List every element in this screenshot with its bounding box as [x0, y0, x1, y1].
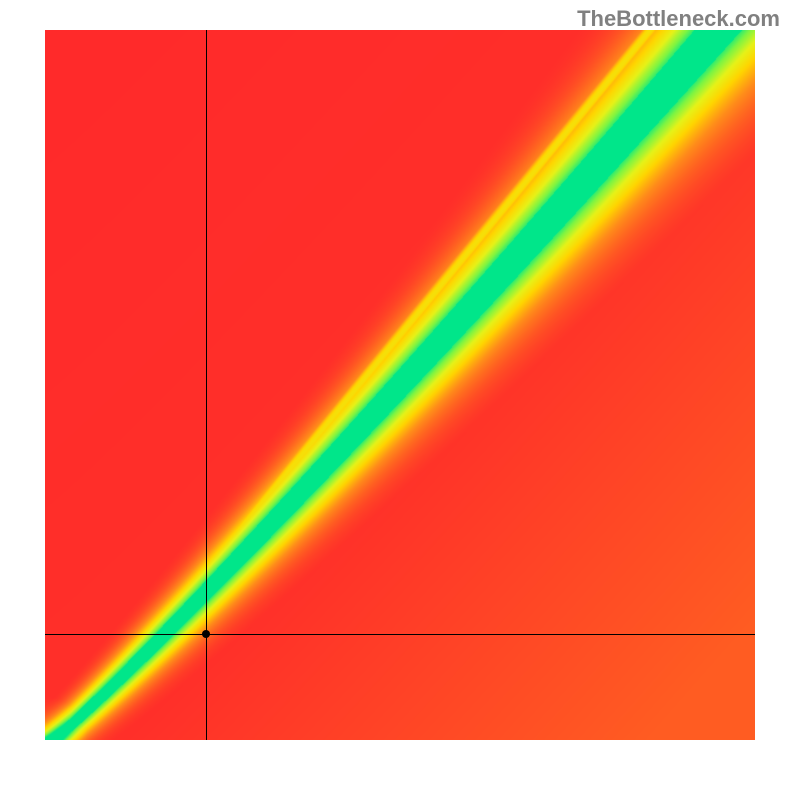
crosshair-horizontal [45, 634, 755, 635]
watermark-text: TheBottleneck.com [577, 6, 780, 32]
chart-container: TheBottleneck.com [0, 0, 800, 800]
heatmap-plot-area [45, 30, 755, 740]
crosshair-marker [202, 630, 210, 638]
